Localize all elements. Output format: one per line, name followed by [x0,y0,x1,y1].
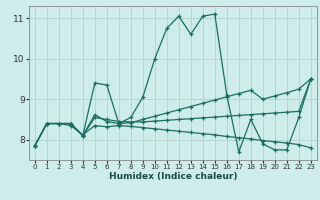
X-axis label: Humidex (Indice chaleur): Humidex (Indice chaleur) [108,172,237,181]
